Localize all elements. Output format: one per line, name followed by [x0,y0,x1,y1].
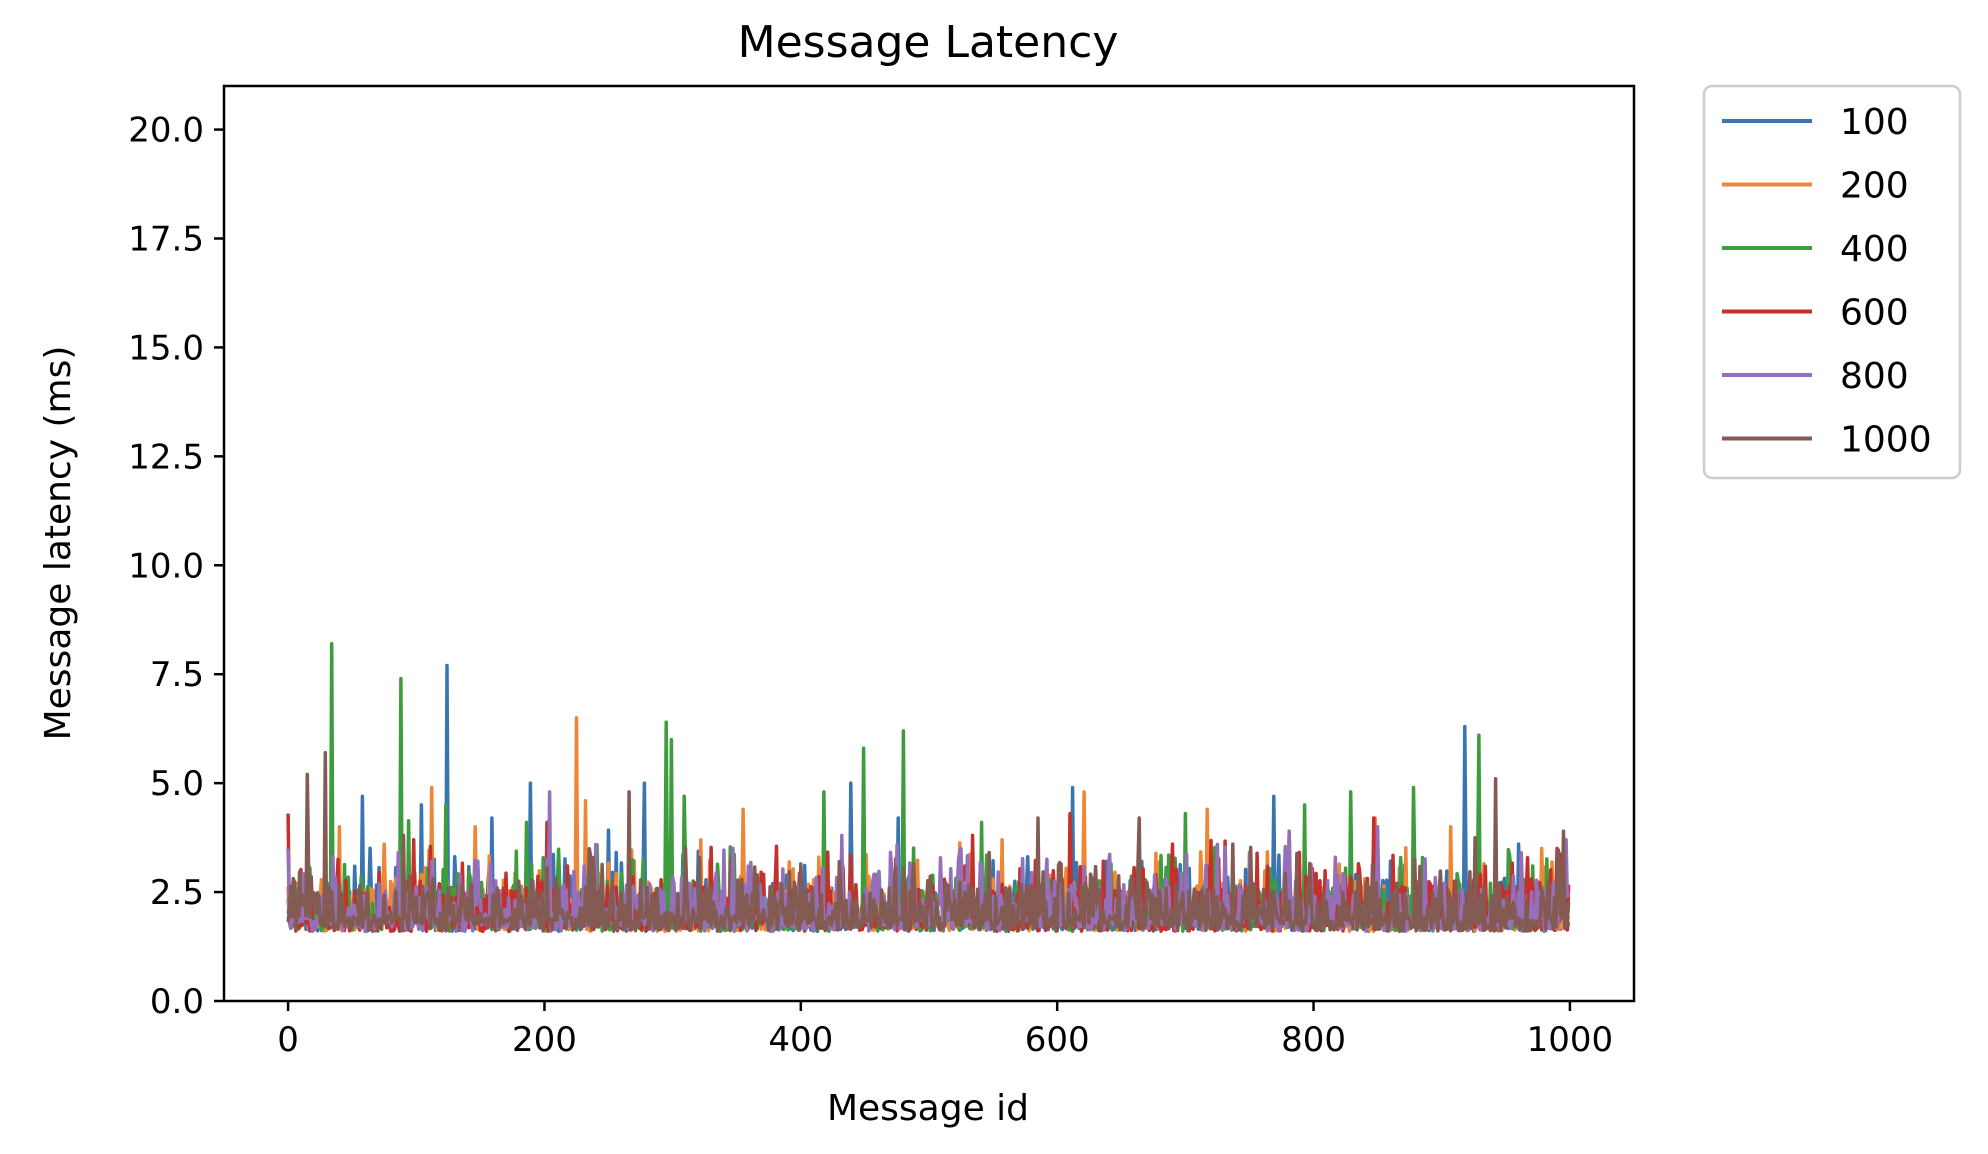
y-tick-label: 5.0 [150,764,204,804]
x-tick-label: 600 [1025,1020,1090,1060]
legend-label: 400 [1840,229,1909,270]
legend-label: 800 [1840,356,1909,397]
y-tick-label: 20.0 [128,111,204,151]
y-tick-label: 2.5 [150,873,204,913]
y-tick-label: 17.5 [128,220,204,260]
y-axis-label: Message latency (ms) [38,346,79,741]
series-line-1000 [286,750,1571,934]
legend-label: 600 [1840,293,1909,334]
y-tick-label: 7.5 [150,655,204,695]
x-axis: 0 200 400 600 800 1000 [277,1001,1613,1060]
x-axis-label: Message id [827,1088,1029,1129]
series-layer [286,641,1571,934]
y-tick-label: 15.0 [128,328,204,368]
x-tick-label: 800 [1281,1020,1346,1060]
legend-label: 100 [1840,102,1909,143]
legend-label: 200 [1840,166,1909,207]
chart-title: Message Latency [738,17,1119,68]
y-tick-label: 12.5 [128,437,204,477]
x-tick-label: 1000 [1527,1020,1614,1060]
y-tick-label: 10.0 [128,546,204,586]
x-tick-label: 0 [277,1020,299,1060]
y-axis: 0.0 2.5 5.0 7.5 10.0 12.5 15.0 17.5 20.0 [128,111,224,1022]
x-tick-label: 200 [512,1020,577,1060]
x-tick-label: 400 [768,1020,833,1060]
plot-frame [222,84,1636,1003]
legend: 100 200 400 600 800 1000 [1702,84,1962,480]
y-tick-label: 0.0 [150,982,204,1022]
legend-label: 1000 [1840,420,1932,461]
